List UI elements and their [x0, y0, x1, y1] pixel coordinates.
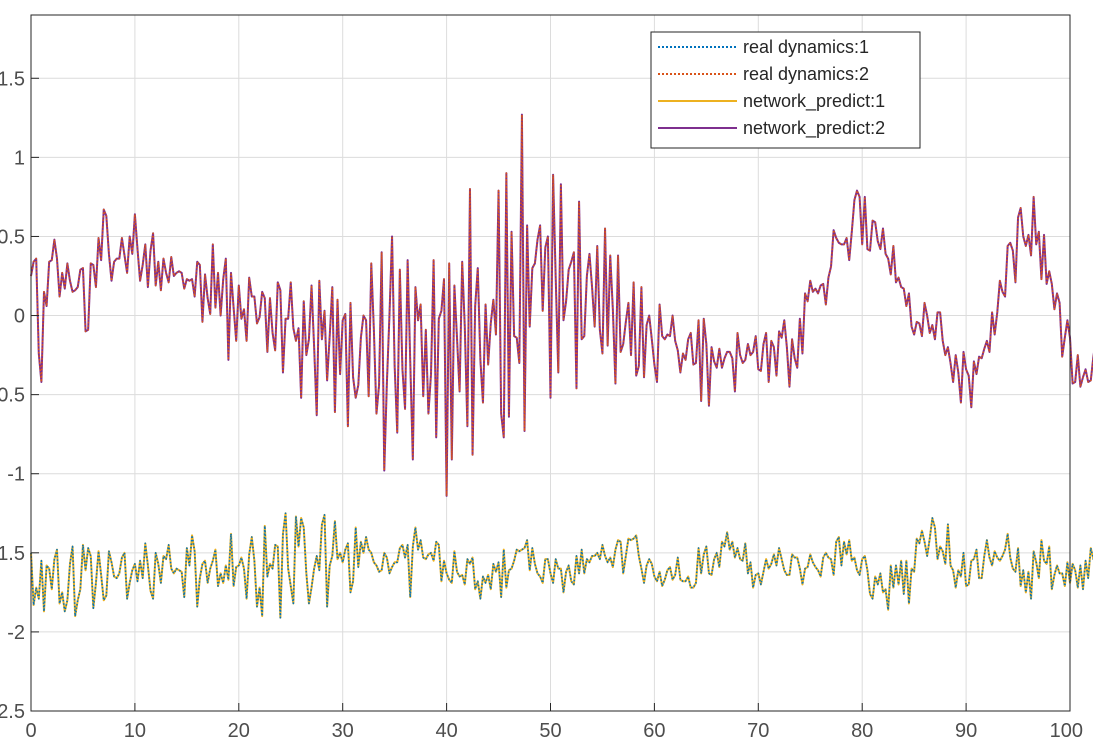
y-tick-label: 0.5: [0, 226, 25, 248]
x-tick-label: 30: [332, 720, 354, 740]
legend-label: network_predict:1: [743, 91, 885, 112]
x-tick-label: 70: [747, 720, 769, 740]
x-tick-label: 80: [851, 720, 873, 740]
legend-label: real dynamics:2: [743, 64, 869, 84]
x-tick-label: 40: [435, 720, 457, 740]
x-tick-label: 50: [539, 720, 561, 740]
y-axis-ticks: 2.5 -2 1.5 -1 0.5 0 0.5 1 1.5: [0, 68, 39, 723]
x-tick-label: 60: [643, 720, 665, 740]
y-tick-label: 1.5: [0, 68, 25, 90]
y-tick-label: 1.5: [0, 543, 25, 565]
x-tick-label: 10: [124, 720, 146, 740]
x-tick-label: 90: [955, 720, 977, 740]
x-tick-label: 0: [25, 720, 36, 740]
y-tick-label: 2.5: [0, 701, 25, 723]
y-tick-label: -1: [7, 464, 25, 486]
y-tick-label: 1: [14, 147, 25, 169]
y-tick-label: -2: [7, 622, 25, 644]
x-tick-label: 20: [228, 720, 250, 740]
y-tick-label: 0: [14, 306, 25, 328]
legend-label: real dynamics:1: [743, 37, 869, 57]
series-line-2: [30, 113, 1093, 497]
legend: real dynamics:1 real dynamics:2 network_pr…: [650, 31, 921, 149]
x-tick-label: 100: [1050, 720, 1083, 740]
y-tick-label: 0.5: [0, 385, 25, 407]
series-line-1: [30, 512, 1093, 619]
legend-label: network_predict:2: [743, 118, 885, 139]
series-lines: [30, 113, 1093, 619]
x-axis-ticks: 0 10 20 30 40 50 60 70 80 90 100: [25, 703, 1083, 740]
